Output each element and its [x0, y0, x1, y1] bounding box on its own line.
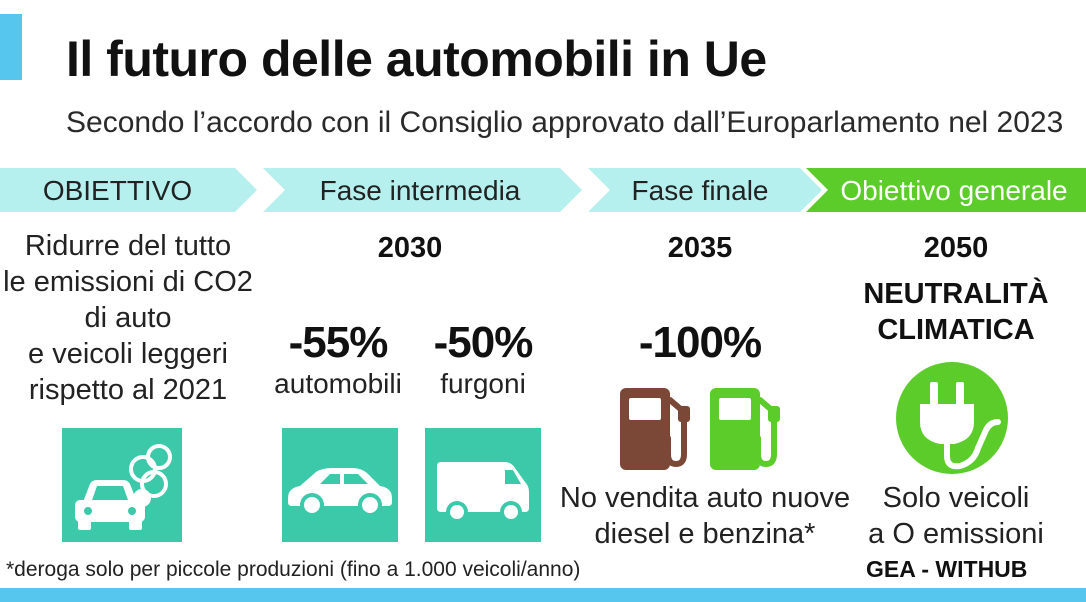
vans-label: furgoni — [440, 368, 526, 399]
car-emissions-icon — [62, 428, 182, 542]
general-caption-line: Solo veicoli — [882, 482, 1030, 514]
general-goal-line: CLIMATICA — [877, 314, 1035, 346]
stage-label-general: Obiettivo generale — [840, 175, 1068, 206]
intermediate-year: 2030 — [377, 232, 443, 264]
general-goal: NEUTRALITÀ CLIMATICA — [846, 276, 1066, 348]
general-year: 2050 — [923, 232, 989, 264]
stage-label-final: Fase finale — [631, 175, 769, 206]
objective-line: Ridurre del tutto — [24, 230, 232, 262]
stage-band — [0, 168, 1086, 212]
general-goal-line: NEUTRALITÀ — [863, 278, 1049, 310]
stage-label-objective: OBIETTIVO — [42, 175, 193, 206]
stage-arrow-general — [806, 168, 1086, 212]
fuel-pump-brown-icon — [618, 386, 700, 472]
final-caption-line: diesel e benzina* — [594, 518, 816, 550]
stage-arrow-final — [588, 168, 822, 212]
stage-label-intermediate: Fase intermedia — [319, 175, 521, 206]
general-caption: Solo veicoli a O emissioni — [846, 480, 1066, 552]
final-caption: No vendita auto nuove diesel e benzina* — [540, 480, 870, 552]
final-caption-line: No vendita auto nuove — [559, 482, 851, 514]
final-year: 2035 — [667, 232, 733, 264]
cars-label: automobili — [274, 368, 402, 399]
source-credit: GEA - WITHUB — [866, 556, 1028, 582]
page-title: Il futuro delle automobili in Ue — [66, 31, 767, 87]
cars-reduction-value: -55% — [288, 318, 389, 367]
objective-description: Ridurre del tutto le emissioni di CO2 di… — [0, 228, 256, 408]
car-icon — [282, 428, 398, 542]
final-reduction-value: -100% — [638, 318, 762, 367]
objective-line: le emissioni di CO2 — [3, 266, 253, 298]
page-subtitle: Secondo l’accordo con il Consiglio appro… — [66, 106, 1064, 139]
stage-arrow-intermediate — [263, 168, 582, 212]
objective-line: di auto — [84, 302, 172, 334]
stage-arrow-objective — [0, 168, 257, 212]
objective-line: rispetto al 2021 — [28, 374, 228, 406]
electric-plug-icon — [890, 360, 1018, 478]
van-icon — [425, 428, 541, 542]
objective-line: e veicoli leggeri — [28, 338, 228, 370]
fuel-pump-green-icon — [708, 386, 790, 472]
general-caption-line: a O emissioni — [868, 518, 1044, 550]
accent-bar — [0, 14, 22, 80]
footnote: *deroga solo per piccole produzioni (fin… — [6, 558, 581, 581]
vans-reduction-value: -50% — [433, 318, 534, 367]
bottom-bar — [0, 588, 1086, 602]
